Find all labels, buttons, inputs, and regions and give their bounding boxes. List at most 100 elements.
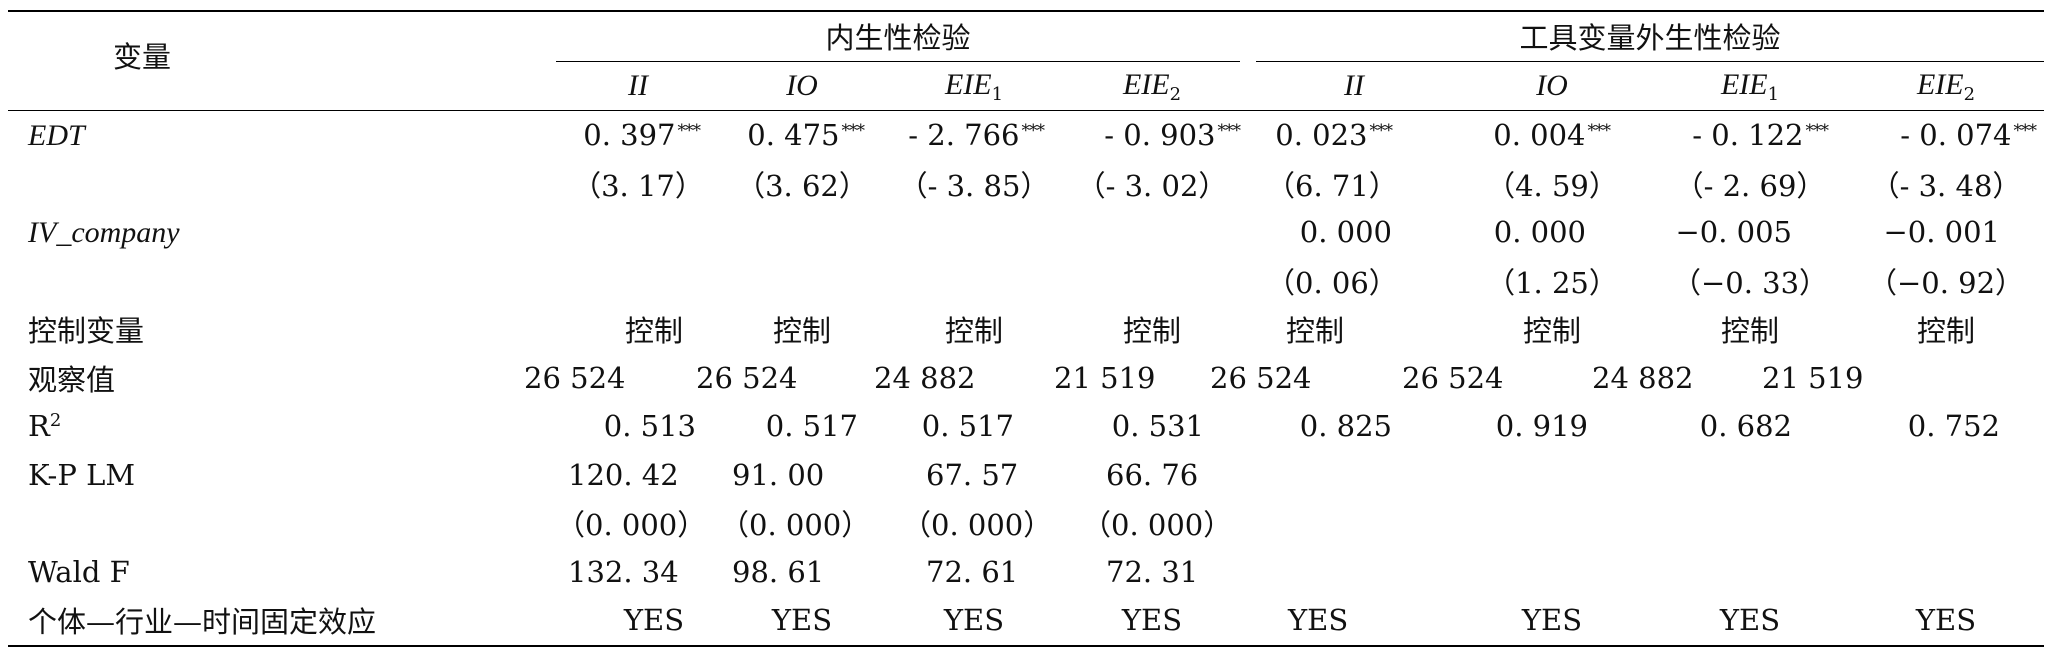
column-header: II: [628, 69, 648, 103]
table-cell: 26 524: [1402, 360, 1504, 395]
column-header: II: [1344, 69, 1364, 103]
table-cell: 0. 531: [1111, 409, 1204, 444]
table-cell: （0. 06）: [1266, 265, 1398, 300]
table-cell: （4. 59）: [1486, 168, 1618, 203]
table-cell: YES: [771, 603, 833, 638]
group-header-iv-exogeneity: 工具变量外生性检验: [1256, 11, 2044, 62]
table-cell: YES: [1915, 603, 1977, 638]
table-cell: （0. 000）: [902, 508, 1053, 543]
table-row-edt: EDT 0. 397 *** 0. 475 *** - 2. 766 *** - 0.…: [8, 110, 2044, 160]
table-cell: 0. 397 ***: [583, 118, 701, 153]
table-cell: YES: [1121, 603, 1183, 638]
row-label: 个体—行业—时间固定效应: [28, 605, 377, 640]
table-cell: 0. 517: [765, 409, 858, 444]
table-cell: （- 3. 48）: [1870, 168, 2022, 203]
table-cell: 0. 004 ***: [1493, 118, 1611, 153]
table-cell: 67. 57: [926, 457, 1019, 492]
table-cell: 控制: [1522, 314, 1581, 349]
table-row-fixed-effects: 个体—行业—时间固定效应 YES YES YES YES YES YES YES…: [8, 596, 2044, 646]
table-cell: YES: [1719, 603, 1781, 638]
table-cell: YES: [623, 603, 685, 638]
table-cell: 0. 513: [603, 409, 696, 444]
table-cell: 0. 475 ***: [747, 118, 865, 153]
table-cell: （3. 17）: [572, 168, 704, 203]
table-cell: 0. 000: [1299, 215, 1392, 250]
table-cell: - 0. 122 ***: [1692, 118, 1829, 153]
row-label: EDT: [28, 118, 85, 152]
column-header: EIE2: [1122, 67, 1182, 105]
column-header: EIE1: [944, 67, 1004, 105]
table-cell: YES: [1521, 603, 1583, 638]
header-row-columns: II IO EIE1 EIE2 II IO EIE1 EIE2: [8, 61, 2044, 111]
table-cell: 24 882: [1592, 360, 1694, 395]
table-cell: - 0. 903 ***: [1104, 118, 1241, 153]
table-cell: 控制: [772, 314, 831, 349]
header-row-groups: 变量 内生性检验 工具变量外生性检验: [8, 11, 2044, 74]
table-cell: 21 519: [1054, 360, 1156, 395]
row-label: 观察值: [28, 362, 116, 397]
regression-table: 变量 内生性检验 工具变量外生性检验 II IO EIE1 EIE2 II IO…: [8, 10, 2044, 647]
table-cell: 21 519: [1762, 360, 1864, 395]
table-cell: 132. 34: [568, 554, 679, 589]
table-row-r2: R2 0. 513 0. 517 0. 517 0. 531 0. 825 0.…: [8, 402, 2044, 451]
table-cell: 控制: [1916, 314, 1975, 349]
table-row-controls: 控制变量 控制 控制 控制 控制 控制 控制 控制 控制: [8, 305, 2044, 354]
column-header: EIE2: [1916, 67, 1976, 105]
table-row-observations: 观察值 26 524 26 524 24 882 21 519 26 524 2…: [8, 354, 2044, 403]
table-row-kp-lm-p: （0. 000） （0. 000） （0. 000） （0. 000）: [8, 499, 2044, 548]
group-header-endogeneity: 内生性检验: [556, 11, 1240, 62]
table-cell: 0. 682: [1699, 409, 1792, 444]
table-cell: （- 3. 85）: [898, 168, 1050, 203]
table-cell: （0. 000）: [720, 508, 871, 543]
table-cell: 120. 42: [568, 457, 679, 492]
table-cell: 0. 752: [1907, 409, 2000, 444]
table-cell: 24 882: [874, 360, 976, 395]
table-cell: 控制: [1720, 314, 1779, 349]
row-label: Wald F: [28, 554, 130, 589]
column-header: EIE1: [1720, 67, 1780, 105]
table-cell: 控制: [1286, 314, 1345, 349]
table-cell: 控制: [624, 314, 683, 349]
table-cell: 控制: [1122, 314, 1181, 349]
table-cell: 0. 825: [1299, 409, 1392, 444]
row-label: 控制变量: [28, 314, 145, 349]
table-cell: （3. 62）: [736, 168, 868, 203]
table-cell: （- 3. 02）: [1076, 168, 1228, 203]
table-cell: 26 524: [696, 360, 798, 395]
table-cell: 控制: [944, 314, 1003, 349]
table-row-kp-lm: K-P LM 120. 42 91. 00 67. 57 66. 76: [8, 451, 2044, 500]
table-row-iv-company: IV_company 0. 000 0. 000 −0. 005 −0. 001: [8, 208, 2044, 257]
table-cell: −0. 001: [1883, 215, 2000, 250]
table-cell: （- 2. 69）: [1674, 168, 1826, 203]
corner-label: 变量: [113, 40, 172, 74]
table-cell: 91. 00: [732, 457, 825, 492]
table-cell: （1. 25）: [1486, 265, 1618, 300]
table-cell: - 0. 074 ***: [1900, 118, 2037, 153]
table-cell: −0. 005: [1675, 215, 1792, 250]
column-header: IO: [786, 69, 818, 103]
table-cell: 66. 76: [1106, 457, 1199, 492]
table-cell: 0. 919: [1495, 409, 1588, 444]
table-cell: 26 524: [1210, 360, 1312, 395]
table-cell: 0. 023 ***: [1275, 118, 1393, 153]
table-row-wald-f: Wald F 132. 34 98. 61 72. 61 72. 31: [8, 548, 2044, 597]
table-cell: （6. 71）: [1266, 168, 1398, 203]
row-label: K-P LM: [28, 457, 136, 492]
table-row-edt-t: （3. 17） （3. 62） （- 3. 85） （- 3. 02） （6. …: [8, 160, 2044, 209]
table-row-iv-company-t: （0. 06） （1. 25） （−0. 33） （−0. 92）: [8, 257, 2044, 306]
table-cell: YES: [1288, 603, 1349, 638]
table-cell: - 2. 766 ***: [908, 118, 1045, 153]
table-cell: 0. 517: [921, 409, 1014, 444]
table-cell: 72. 61: [926, 554, 1019, 589]
column-header: IO: [1536, 69, 1568, 103]
table-cell: YES: [943, 603, 1005, 638]
table-cell: 72. 31: [1106, 554, 1199, 589]
row-label: IV_company: [28, 215, 180, 249]
row-label: R2: [28, 409, 62, 444]
table-cell: 26 524: [524, 360, 626, 395]
table-cell: 98. 61: [732, 554, 825, 589]
table-cell: （0. 000）: [556, 508, 707, 543]
table-cell: （0. 000）: [1082, 508, 1233, 543]
table-cell: 0. 000: [1493, 215, 1586, 250]
table-cell: （−0. 92）: [1867, 265, 2025, 300]
